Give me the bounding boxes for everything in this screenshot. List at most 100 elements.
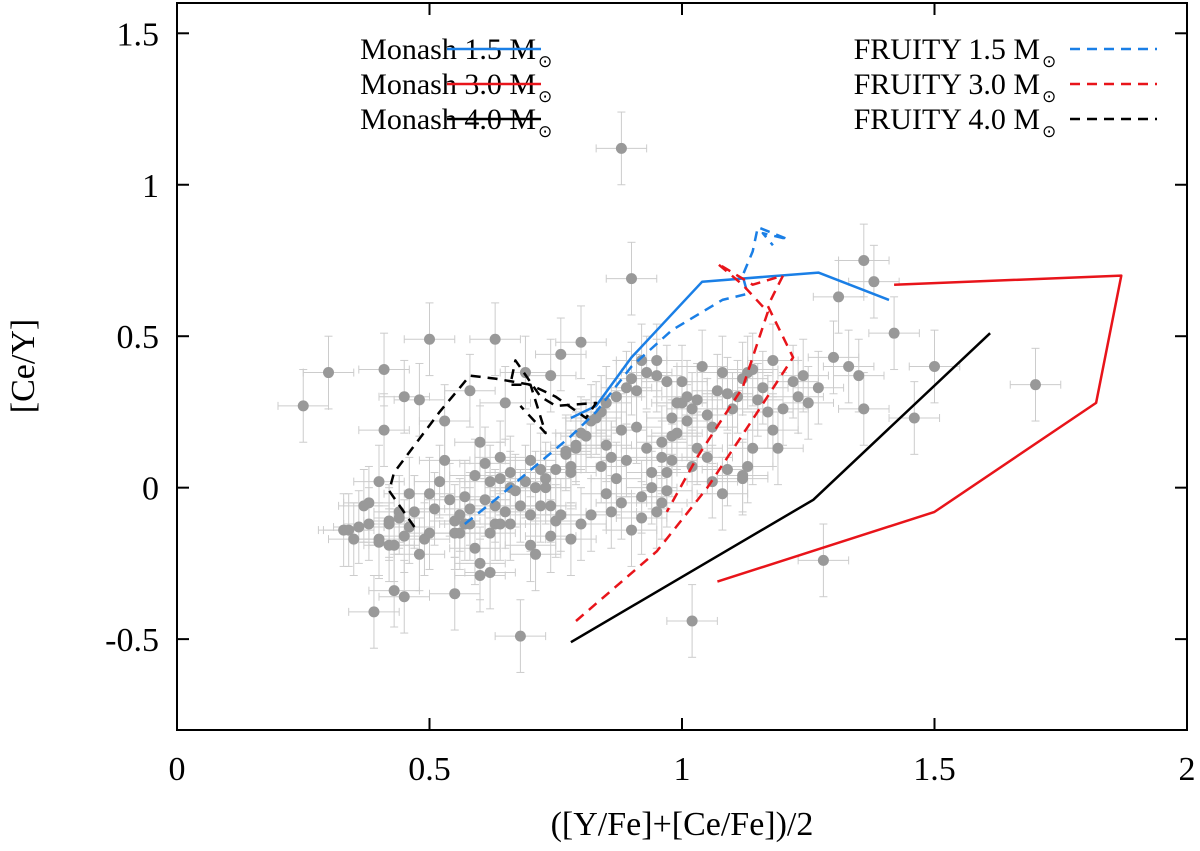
data-point <box>474 557 486 569</box>
data-point <box>565 460 577 472</box>
data-point <box>636 354 648 366</box>
data-point <box>424 333 435 345</box>
data-point <box>590 412 602 424</box>
legend-entry-label: FRUITY 1.5 M <box>854 33 1040 66</box>
data-point <box>631 385 643 397</box>
data-point <box>631 421 643 433</box>
data-point <box>530 548 542 560</box>
data-point <box>514 500 526 512</box>
data-point <box>373 476 385 488</box>
data-point <box>762 406 774 418</box>
data-point <box>626 373 637 385</box>
data-point <box>686 615 698 627</box>
data-point <box>868 276 880 288</box>
data-point <box>858 254 870 266</box>
series-line-3 <box>464 225 790 525</box>
data-point <box>545 500 557 512</box>
data-point <box>388 585 400 597</box>
data-point <box>656 436 668 448</box>
data-point <box>494 451 506 463</box>
data-point <box>408 506 420 518</box>
data-point <box>439 454 451 466</box>
data-point <box>585 509 597 521</box>
data-point <box>600 397 612 409</box>
data-point <box>792 391 804 403</box>
data-point <box>444 494 456 506</box>
data-point <box>469 470 481 482</box>
data-point <box>499 506 511 518</box>
data-point <box>565 533 577 545</box>
x-tick-label: 0.5 <box>408 751 451 788</box>
y-axis-title: [Ce/Y] <box>5 319 42 413</box>
model-lines <box>387 225 1123 644</box>
data-point <box>514 630 526 642</box>
data-point <box>620 454 632 466</box>
data-point <box>535 463 547 475</box>
data-point <box>459 491 471 503</box>
data-point <box>929 361 940 372</box>
data-point <box>636 491 648 503</box>
x-tick-label: 0 <box>169 751 186 788</box>
data-point <box>888 327 900 339</box>
data-point <box>474 436 486 448</box>
data-point <box>519 367 531 379</box>
data-point <box>373 536 385 548</box>
data-point <box>747 442 759 454</box>
data-point <box>656 497 668 509</box>
data-point <box>484 476 496 488</box>
y-tick-label: 1 <box>142 168 159 205</box>
data-point <box>737 473 749 485</box>
legend-entry-subscript: ⊙ <box>538 52 552 72</box>
data-point <box>449 588 461 600</box>
data-point <box>519 476 531 488</box>
data-point <box>620 382 632 394</box>
data-point <box>858 403 870 415</box>
data-point <box>641 367 653 379</box>
data-point <box>626 524 637 536</box>
data-point <box>560 445 572 457</box>
data-point <box>469 542 481 554</box>
data-point <box>812 382 824 394</box>
data-point <box>610 391 622 403</box>
data-point <box>721 388 733 400</box>
data-point <box>636 512 648 524</box>
data-point <box>641 442 653 454</box>
data-point <box>368 606 380 618</box>
legend-entry-label: FRUITY 3.0 M <box>854 68 1040 101</box>
data-point <box>767 424 779 436</box>
data-point <box>323 367 334 379</box>
data-point <box>424 527 435 539</box>
data-point <box>605 506 617 518</box>
data-point <box>580 430 592 442</box>
data-point <box>439 415 451 427</box>
data-point <box>398 530 410 542</box>
legend-entry-subscript: ⊙ <box>1042 87 1056 107</box>
data-point <box>716 488 728 500</box>
data-point <box>535 500 547 512</box>
data-point <box>449 515 461 527</box>
data-point <box>479 494 491 506</box>
x-tick-label: 1.5 <box>913 751 956 788</box>
data-point <box>615 142 627 154</box>
legend: Monash 1.5 M ⊙Monash 3.0 M ⊙Monash 4.0 M ⊙F… <box>360 33 1157 142</box>
data-point <box>701 409 713 421</box>
data-point <box>757 382 769 394</box>
data-point <box>752 394 764 406</box>
data-point <box>358 500 370 512</box>
data-point <box>651 354 663 366</box>
data-point <box>525 539 536 551</box>
data-point <box>681 391 693 403</box>
data-point <box>378 364 390 376</box>
series-line-4 <box>575 262 795 622</box>
data-point <box>484 527 496 539</box>
data-point <box>676 376 688 388</box>
data-points <box>297 142 1041 642</box>
data-point <box>338 524 350 536</box>
data-point <box>828 351 839 363</box>
data-point <box>504 518 516 530</box>
data-point <box>494 518 506 530</box>
data-point <box>626 273 637 285</box>
tick-labels: 0 0.5 1 1.5 2 -0.5 0 0.5 1 1.5 <box>105 16 1195 788</box>
data-point <box>661 376 673 388</box>
data-point <box>777 403 789 415</box>
